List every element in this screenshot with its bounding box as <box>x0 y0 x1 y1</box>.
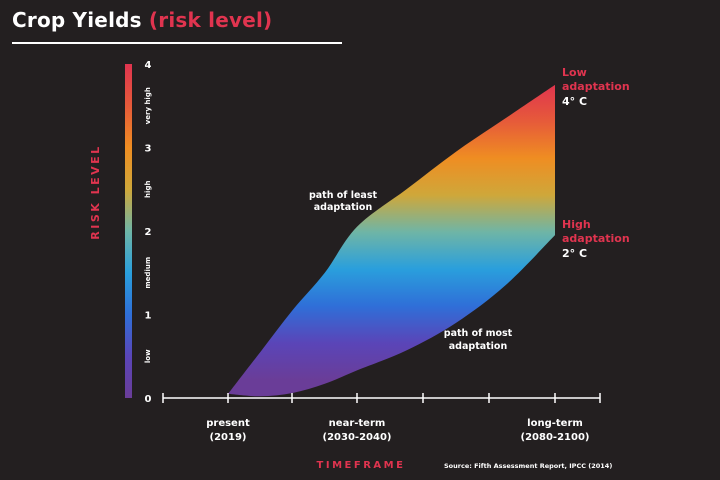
y-tick-label: 1 <box>145 311 152 322</box>
y-tick-label: 0 <box>145 394 152 405</box>
scenario-label-line2: adaptation <box>562 232 630 245</box>
x-category-sublabel: (2019) <box>210 432 247 443</box>
y-axis-label: RISK LEVEL <box>89 144 102 239</box>
risk-band-label: very high <box>144 87 152 124</box>
most-adaptation-label-line2: adaptation <box>449 341 508 352</box>
risk-band-label: high <box>144 181 152 198</box>
title-main-text: Crop Yields <box>12 8 142 32</box>
scenario-label-line1: High <box>562 218 591 231</box>
scenario-label-line1: Low <box>562 66 587 79</box>
risk-band-label: low <box>144 349 152 363</box>
x-category-sublabel: (2030-2040) <box>323 432 392 443</box>
y-tick-label: 2 <box>145 227 152 238</box>
scenario-temperature: 2° C <box>562 247 587 260</box>
x-category-label: near-term <box>329 418 386 429</box>
x-axis-label: TIMEFRAME <box>317 460 406 471</box>
title-underline <box>12 42 342 44</box>
risk-band-labels: low medium high very high <box>144 87 152 363</box>
least-adaptation-label-line2: adaptation <box>314 202 373 213</box>
risk-color-bar <box>125 64 132 398</box>
x-category-label: long-term <box>527 418 583 429</box>
most-adaptation-label-line1: path of most <box>444 328 513 339</box>
scenario-label-line2: adaptation <box>562 80 630 93</box>
least-adaptation-label-line1: path of least <box>309 190 378 201</box>
chart-title: Crop Yields (risk level) <box>12 8 272 32</box>
x-category-labels: present (2019) near-term (2030-2040) long-te… <box>206 418 589 443</box>
risk-range-area <box>228 84 555 397</box>
source-note: Source: Fifth Assessment Report, IPCC (2… <box>444 462 612 470</box>
scenario-temperature: 4° C <box>562 95 587 108</box>
x-category-sublabel: (2080-2100) <box>521 432 590 443</box>
x-axis-ticks <box>162 393 601 403</box>
risk-band-label: medium <box>144 257 152 289</box>
y-tick-label: 3 <box>145 144 152 155</box>
y-tick-labels: 0 1 2 3 4 <box>145 60 152 405</box>
y-tick-label: 4 <box>145 60 152 71</box>
title-accent-text: (risk level) <box>148 8 273 32</box>
x-category-label: present <box>206 418 250 429</box>
